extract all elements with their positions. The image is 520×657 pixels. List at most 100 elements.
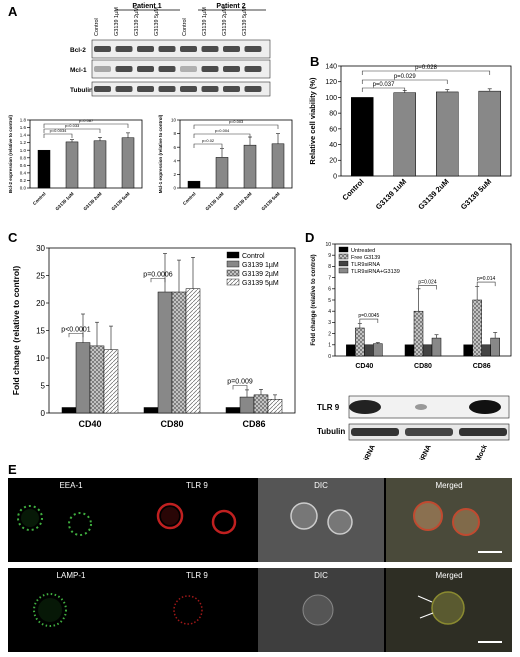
microscopy-row-1: EEA-1 TLR 9 DIC Merged <box>8 478 512 562</box>
panel-label-d: D <box>305 230 315 245</box>
bar <box>355 327 365 357</box>
y-tick-label: 4 <box>173 158 176 163</box>
bar <box>271 143 285 189</box>
significance-bracket <box>361 87 406 92</box>
blot-a-band <box>115 86 133 92</box>
blot-a-lane-label: G3139 5µM <box>242 7 248 36</box>
bar <box>239 396 255 414</box>
legend-swatch <box>338 260 349 267</box>
significance-bracket <box>193 143 223 148</box>
chart-b-viability: 0 20 40 60 80 100 120 140 Relative cell viabilit… <box>308 63 512 211</box>
significance-bracket <box>150 277 166 283</box>
blot-a-band <box>137 66 154 72</box>
significance-bracket <box>361 70 491 75</box>
y-tick-label: 1 <box>328 343 331 349</box>
significance-bracket <box>193 124 279 129</box>
p-value-label: p=0.009 <box>227 379 253 386</box>
bar <box>472 299 482 357</box>
y-tick-label: 0 <box>328 354 331 360</box>
y-tick-label: 1.4 <box>20 133 27 138</box>
y-tick-label: 100 <box>325 95 337 102</box>
y-tick-label: 6 <box>173 145 176 150</box>
blot-a-band <box>244 86 262 92</box>
blot-a-lane-label: G3139 5µM <box>154 7 160 36</box>
bar <box>422 344 433 357</box>
p-value-label: p=0.0045 <box>358 313 379 319</box>
y-tick-label: 8 <box>173 131 176 136</box>
legend-swatch <box>338 253 349 260</box>
blot-a-band <box>94 86 111 92</box>
western-blot-d: TLR 9 Tubulin Control siRNA TLR 9 siRNA Mo… <box>317 395 510 460</box>
p-value-label: p=0.0006 <box>143 271 172 278</box>
p-value-label: p=0.014 <box>477 276 495 282</box>
micro-title-r1-c2: TLR 9 <box>186 481 208 490</box>
blot-d-lane-label: Control siRNA <box>350 444 377 460</box>
bar <box>431 337 442 357</box>
legend-swatch <box>338 267 349 274</box>
blot-a-row-frame <box>91 59 271 79</box>
x-tick-label: G3139 1uM <box>54 191 75 212</box>
legend-swatch <box>226 251 240 259</box>
bar <box>243 144 257 189</box>
bar <box>143 407 159 414</box>
y-tick-label: 1.6 <box>20 125 27 130</box>
bar <box>253 394 269 414</box>
bar <box>346 344 356 357</box>
x-tick-label: G3139 1uM <box>204 191 225 212</box>
blot-a-band <box>94 46 111 52</box>
y-tick-label: 2 <box>328 331 331 337</box>
legend-label: G3139 1µM <box>242 262 279 269</box>
plot-frame <box>340 65 512 177</box>
micro-title-r2-c3: DIC <box>314 571 328 580</box>
bar <box>103 349 119 414</box>
legend-label: TLR9siRNA <box>351 262 380 268</box>
blot-a-band <box>201 86 219 92</box>
legend-swatch <box>338 246 349 253</box>
bar <box>225 407 241 414</box>
y-tick-label: 10 <box>36 354 45 363</box>
panel-label-b: B <box>310 54 320 69</box>
y-tick-label: 0 <box>41 409 46 418</box>
legend-label: G3139 2µM <box>242 271 279 278</box>
y-tick-label: 1.8 <box>20 118 27 123</box>
x-tick-label: G3139 2uM <box>82 191 103 212</box>
x-tick-label: CD86 <box>473 363 491 370</box>
x-tick-label: CD40 <box>78 419 101 429</box>
y-tick-label: 0.0 <box>20 186 27 191</box>
micro-title-r2-c1: LAMP-1 <box>56 571 86 580</box>
panel-label-a: A <box>8 4 18 19</box>
p-value-label: p<0.0001 <box>61 326 90 333</box>
x-tick-label: G3139 2uM <box>416 177 450 211</box>
panel-label-e: E <box>8 462 17 477</box>
blot-a-row-label: Tubulin <box>70 87 93 94</box>
y-tick-label: 7 <box>328 275 331 281</box>
x-tick-label: Control <box>32 191 47 206</box>
y-tick-label: 2 <box>173 172 176 177</box>
bar <box>171 291 187 414</box>
significance-bracket <box>193 133 251 138</box>
blot-a-band <box>180 46 197 52</box>
y-tick-label: 6 <box>328 287 331 293</box>
bar <box>121 137 135 189</box>
blot-a-band <box>201 46 219 52</box>
y-tick-label: 0.8 <box>20 155 27 160</box>
bar <box>404 344 415 357</box>
y-tick-label: 0 <box>333 173 337 180</box>
bar <box>93 140 107 189</box>
y-tick-label: 30 <box>36 244 45 253</box>
x-tick-label: Control <box>340 177 365 202</box>
bar <box>373 343 383 357</box>
micro-title-r2-c4: Merged <box>435 571 463 580</box>
blotd-row-tlr9: TLR 9 <box>317 403 340 412</box>
blot-a-row-label: Bcl-2 <box>70 47 86 54</box>
legend-label: G3139 5µM <box>242 280 279 287</box>
y-tick-label: 5 <box>41 381 46 390</box>
blot-a-band <box>94 66 111 72</box>
bar <box>65 141 79 189</box>
blot-a-band <box>158 46 176 52</box>
x-tick-label: G3139 2uM <box>232 191 253 212</box>
blot-a-band <box>244 46 262 52</box>
blot-a-lane-label: G3139 2µM <box>134 7 140 36</box>
blot-a-band <box>158 66 176 72</box>
legend-swatch <box>226 269 240 277</box>
